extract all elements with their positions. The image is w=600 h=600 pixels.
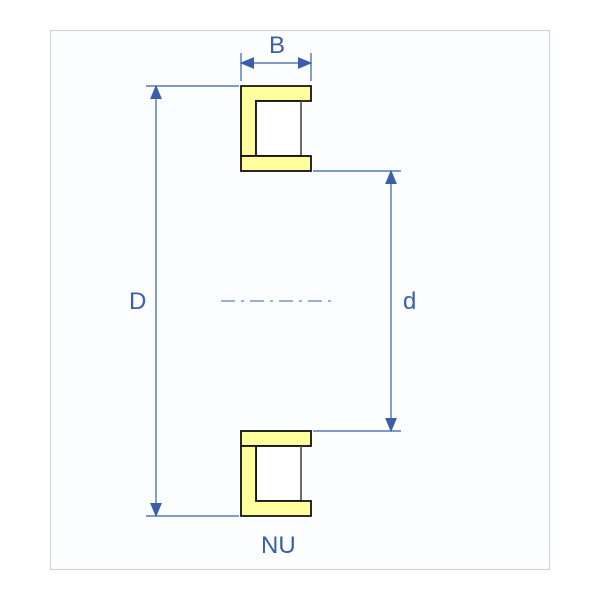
bearing-lower — [241, 431, 311, 516]
dimension-B: B — [241, 32, 311, 81]
label-type: NU — [261, 532, 296, 559]
label-d: d — [403, 288, 416, 315]
label-B: B — [269, 32, 285, 59]
bearing-upper — [241, 86, 311, 171]
diagram-frame: B — [50, 30, 550, 570]
bearing-diagram: B — [51, 31, 551, 571]
label-D: D — [129, 288, 146, 315]
